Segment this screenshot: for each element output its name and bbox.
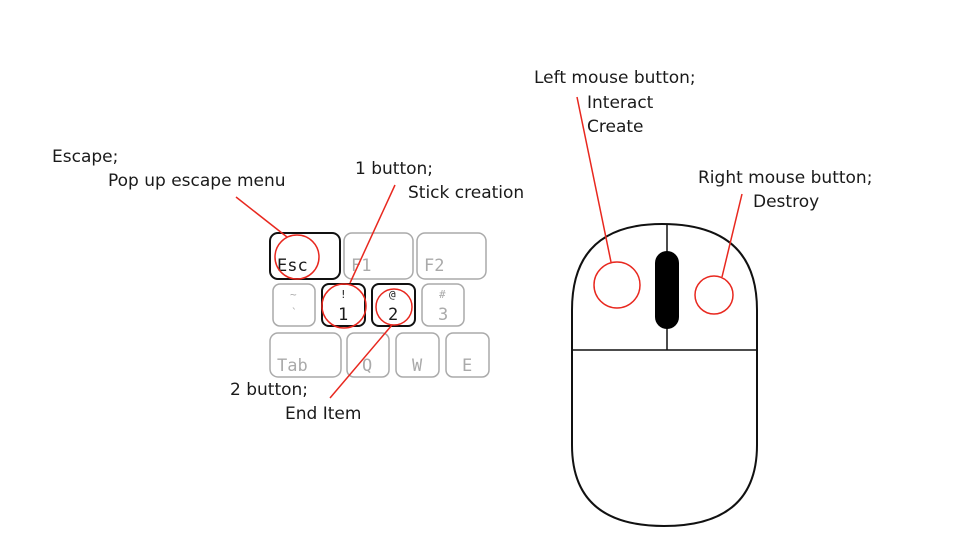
left-mouse-label-line3: Create: [587, 117, 644, 137]
two-marker-circle: [375, 288, 413, 326]
right-mouse-label-line2: Destroy: [753, 192, 819, 212]
tab-key-label: Tab: [277, 356, 308, 376]
annotation-markers: [235, 96, 743, 399]
mouse-body: [571, 222, 758, 528]
two-button-leader-line: [329, 324, 393, 399]
w-key: [395, 332, 440, 378]
one-key-bottom: 1: [338, 305, 348, 325]
two-button-label-line2: End Item: [285, 404, 361, 424]
w-key-label: W: [412, 356, 423, 376]
escape-label-line2: Pop up escape menu: [108, 171, 286, 191]
two-key-top: @: [389, 288, 396, 301]
right-mouse-label-line1: Right mouse button;: [698, 168, 872, 188]
one-button-label-line2: Stick creation: [408, 183, 524, 203]
scroll-wheel: [655, 251, 679, 329]
one-key-top: !: [340, 288, 347, 301]
one-button-label-line1: 1 button;: [355, 159, 433, 179]
tilde-key-bottom: `: [291, 306, 298, 319]
f1-key: [343, 232, 414, 280]
right-mouse-marker-circle: [694, 275, 734, 315]
escape-label-line1: Escape;: [52, 147, 118, 167]
one-button-leader-line: [349, 184, 396, 284]
keyboard: Esc F1 F2 ~ ` ! 1 @ 2 # 3 Tab Q W E: [269, 232, 490, 378]
left-mouse-label-line2: Interact: [587, 93, 654, 113]
annotation-labels: Escape; Pop up escape menu 1 button; Sti…: [52, 68, 872, 424]
f2-key: [416, 232, 487, 280]
q-key: [346, 332, 390, 378]
e-key-label: E: [462, 356, 472, 376]
two-key-bottom: 2: [388, 305, 398, 325]
esc-key: [269, 232, 341, 280]
q-key-label: Q: [362, 356, 372, 376]
f2-key-label: F2: [424, 256, 444, 276]
esc-key-label: Esc: [277, 256, 308, 276]
tilde-key: [272, 283, 316, 327]
three-key-bottom: 3: [438, 305, 448, 325]
esc-marker-circle: [274, 234, 320, 280]
left-mouse-marker-circle: [593, 261, 641, 309]
left-mouse-label-line1: Left mouse button;: [534, 68, 696, 88]
two-key: [371, 283, 416, 327]
right-mouse-leader-line: [721, 193, 743, 278]
mouse: [571, 222, 758, 528]
three-key: [421, 283, 465, 327]
tilde-key-top: ~: [290, 288, 297, 301]
one-marker-circle: [321, 283, 367, 329]
escape-leader-line: [235, 196, 288, 238]
three-key-top: #: [439, 288, 446, 301]
left-mouse-leader-line: [576, 96, 612, 263]
tab-key: [269, 332, 342, 378]
two-button-label-line1: 2 button;: [230, 380, 308, 400]
e-key: [445, 332, 490, 378]
